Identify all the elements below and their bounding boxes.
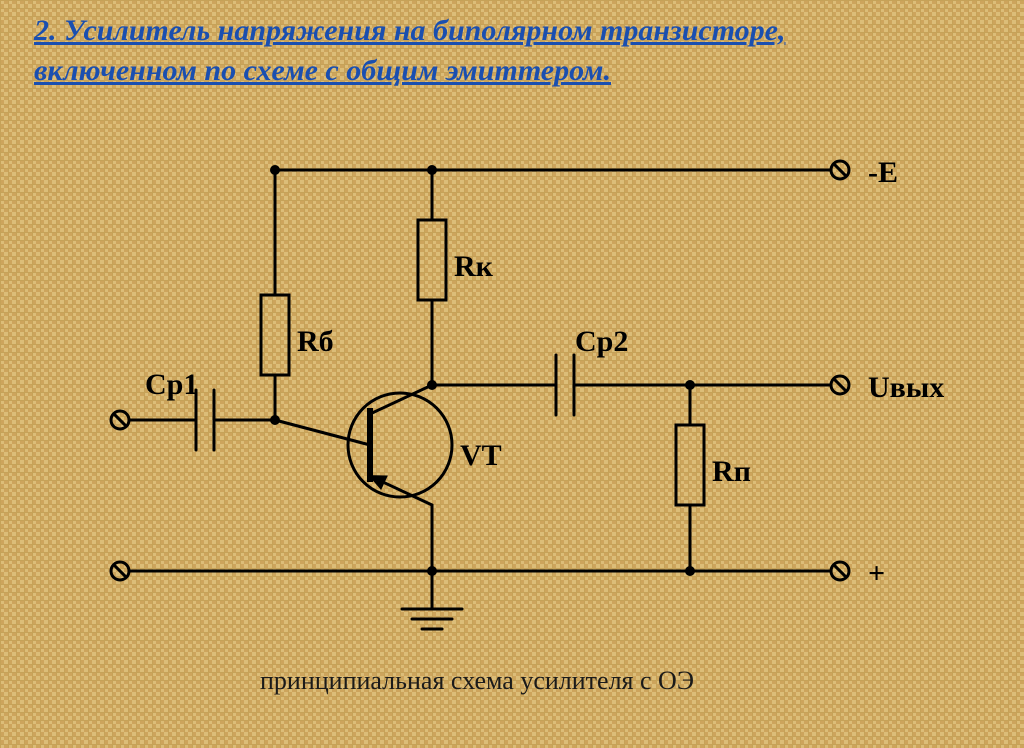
schematic-canvas: 2. Усилитель напряжения на биполярном тр… [0, 0, 1024, 748]
label-rb: Rб [297, 325, 334, 359]
figure-caption: принципиальная схема усилителя с ОЭ [260, 666, 694, 696]
label-neg-e: -E [868, 156, 898, 190]
label-plus: + [868, 557, 885, 591]
label-cp1: Ср1 [145, 368, 198, 402]
label-vt: VT [460, 439, 502, 473]
label-rn: Rп [712, 455, 751, 489]
label-rk: Rк [454, 250, 493, 284]
label-cp2: Ср2 [575, 325, 628, 359]
label-uout: Uвых [868, 371, 944, 405]
